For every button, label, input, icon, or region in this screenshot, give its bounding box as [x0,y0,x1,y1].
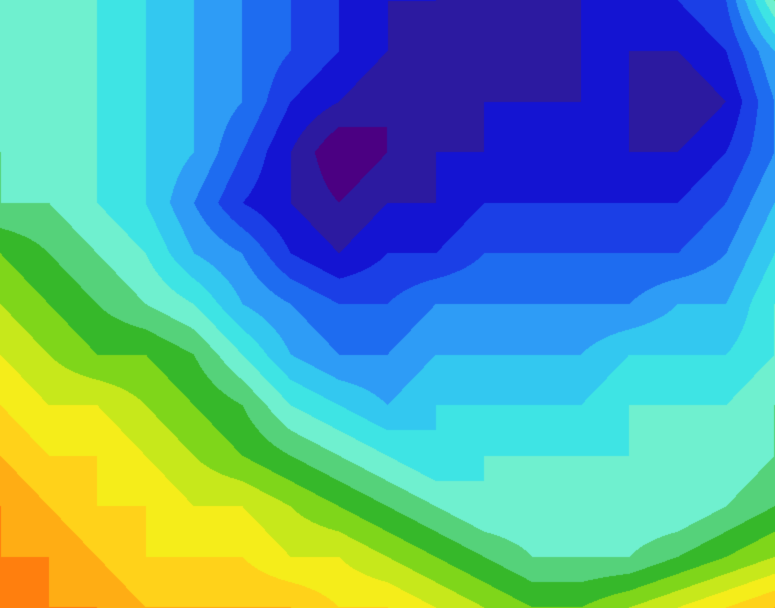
contour-plot [0,0,775,608]
